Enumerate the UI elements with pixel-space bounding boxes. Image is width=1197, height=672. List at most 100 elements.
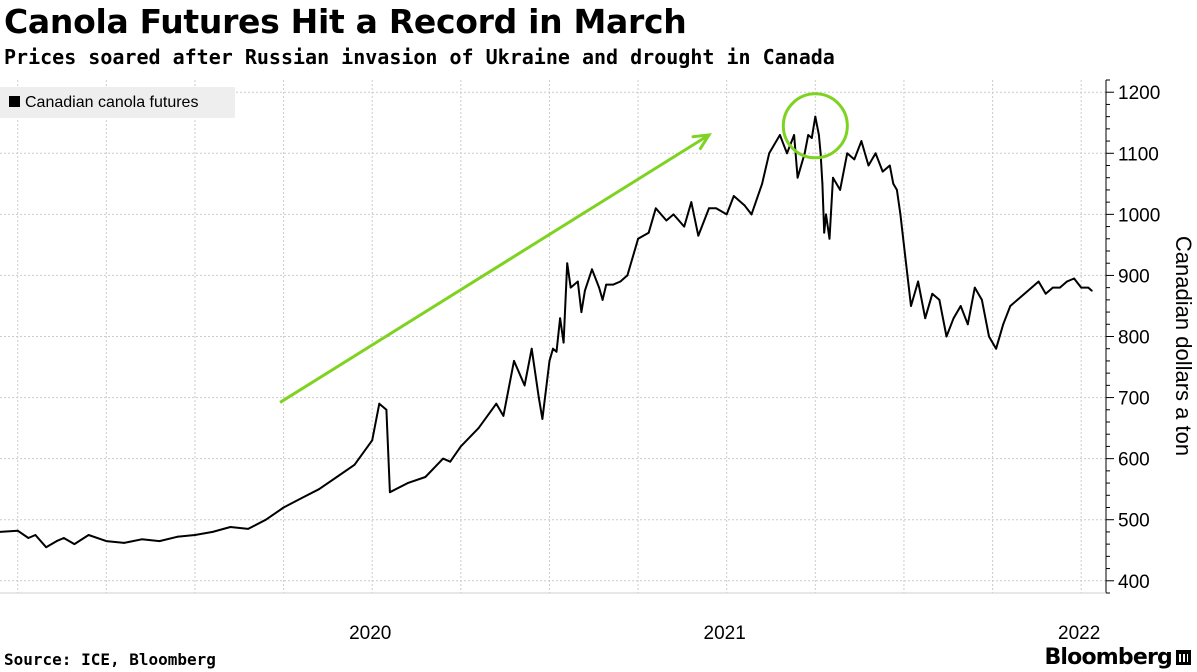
data-point (895, 189, 898, 191)
data-point (264, 518, 267, 521)
data-point (917, 280, 920, 283)
data-point (424, 476, 427, 478)
y-tick-label: 1100 (1118, 144, 1159, 165)
data-point (495, 402, 498, 405)
data-point (903, 243, 905, 246)
data-point (229, 526, 232, 528)
data-point (952, 317, 955, 320)
data-point (1023, 292, 1026, 295)
data-point (959, 305, 962, 307)
data-point (1037, 280, 1040, 283)
data-point (87, 534, 90, 536)
data-point (910, 305, 912, 307)
data-point (874, 152, 877, 155)
data-point (647, 231, 650, 234)
data-point (1073, 277, 1075, 280)
data-point (385, 408, 388, 411)
trend-arrowhead (691, 133, 712, 150)
data-point (158, 540, 161, 542)
data-point (477, 427, 480, 430)
data-point (817, 134, 820, 136)
series-group (0, 115, 1093, 549)
data-point (637, 237, 639, 240)
data-point (931, 292, 934, 295)
data-point (839, 189, 842, 191)
x-tick-label: 2020 (349, 623, 391, 644)
data-point (1009, 305, 1012, 307)
data-point (793, 134, 795, 136)
x-tick-label: 2021 (704, 623, 746, 644)
data-point (580, 311, 583, 313)
data-point (1051, 286, 1054, 289)
data-point (860, 140, 863, 142)
data-point (665, 219, 668, 222)
data-point (523, 384, 526, 387)
data-point (807, 134, 810, 136)
data-point (282, 506, 285, 509)
data-point (541, 418, 544, 420)
data-point (16, 529, 19, 532)
data-point (378, 402, 381, 405)
data-point (732, 195, 735, 197)
data-point (1059, 286, 1061, 289)
y-tick-label: 1200 (1118, 83, 1160, 104)
data-point (584, 289, 586, 292)
data-point (598, 286, 600, 289)
data-point (0, 531, 1, 533)
data-point (1030, 286, 1033, 289)
data-point (605, 283, 608, 286)
x-tick-label: 2022 (1058, 623, 1100, 644)
data-point (300, 497, 303, 500)
data-point (881, 170, 884, 173)
data-point (34, 534, 37, 536)
trend-arrow-line (279, 133, 710, 404)
data-point (672, 213, 675, 216)
data-point (690, 201, 693, 204)
data-point (548, 360, 551, 362)
data-point (945, 335, 948, 338)
data-point (576, 280, 579, 283)
data-point (537, 396, 540, 399)
data-point (601, 298, 604, 301)
chart-title: Canola Futures Hit a Record in March (4, 2, 687, 41)
data-point (697, 234, 700, 237)
data-point (683, 225, 686, 228)
data-point (888, 164, 891, 167)
y-tick-label: 1000 (1118, 205, 1160, 226)
data-point (988, 335, 990, 338)
data-point (750, 213, 753, 216)
peak-highlight-circle (781, 92, 849, 160)
data-point (62, 537, 65, 539)
data-point (1044, 292, 1047, 295)
data-point (810, 137, 813, 139)
data-point (899, 213, 902, 216)
data-point (513, 360, 515, 362)
data-point (796, 176, 799, 179)
data-point (828, 237, 831, 240)
data-point (924, 317, 927, 320)
legend-box (0, 87, 235, 118)
data-point (45, 546, 47, 549)
data-point (530, 347, 533, 350)
data-point (892, 182, 895, 185)
y-tick-label: 800 (1118, 328, 1150, 349)
data-point (768, 152, 771, 155)
data-point (761, 182, 764, 185)
data-point (459, 445, 462, 448)
data-point (55, 540, 58, 542)
data-point (973, 286, 976, 289)
data-point (867, 164, 870, 167)
data-point (995, 347, 998, 350)
data-point (846, 152, 849, 155)
data-point (73, 543, 76, 546)
data-point (715, 207, 717, 210)
bloomberg-mark-icon (1176, 650, 1191, 665)
data-point (140, 538, 143, 541)
data-point (247, 527, 250, 530)
data-point (803, 152, 806, 155)
data-point (938, 298, 941, 301)
y-axis-title: Canadian dollars a ton (1171, 236, 1196, 456)
data-point (502, 414, 505, 417)
data-point (814, 115, 817, 118)
data-point (778, 134, 781, 136)
